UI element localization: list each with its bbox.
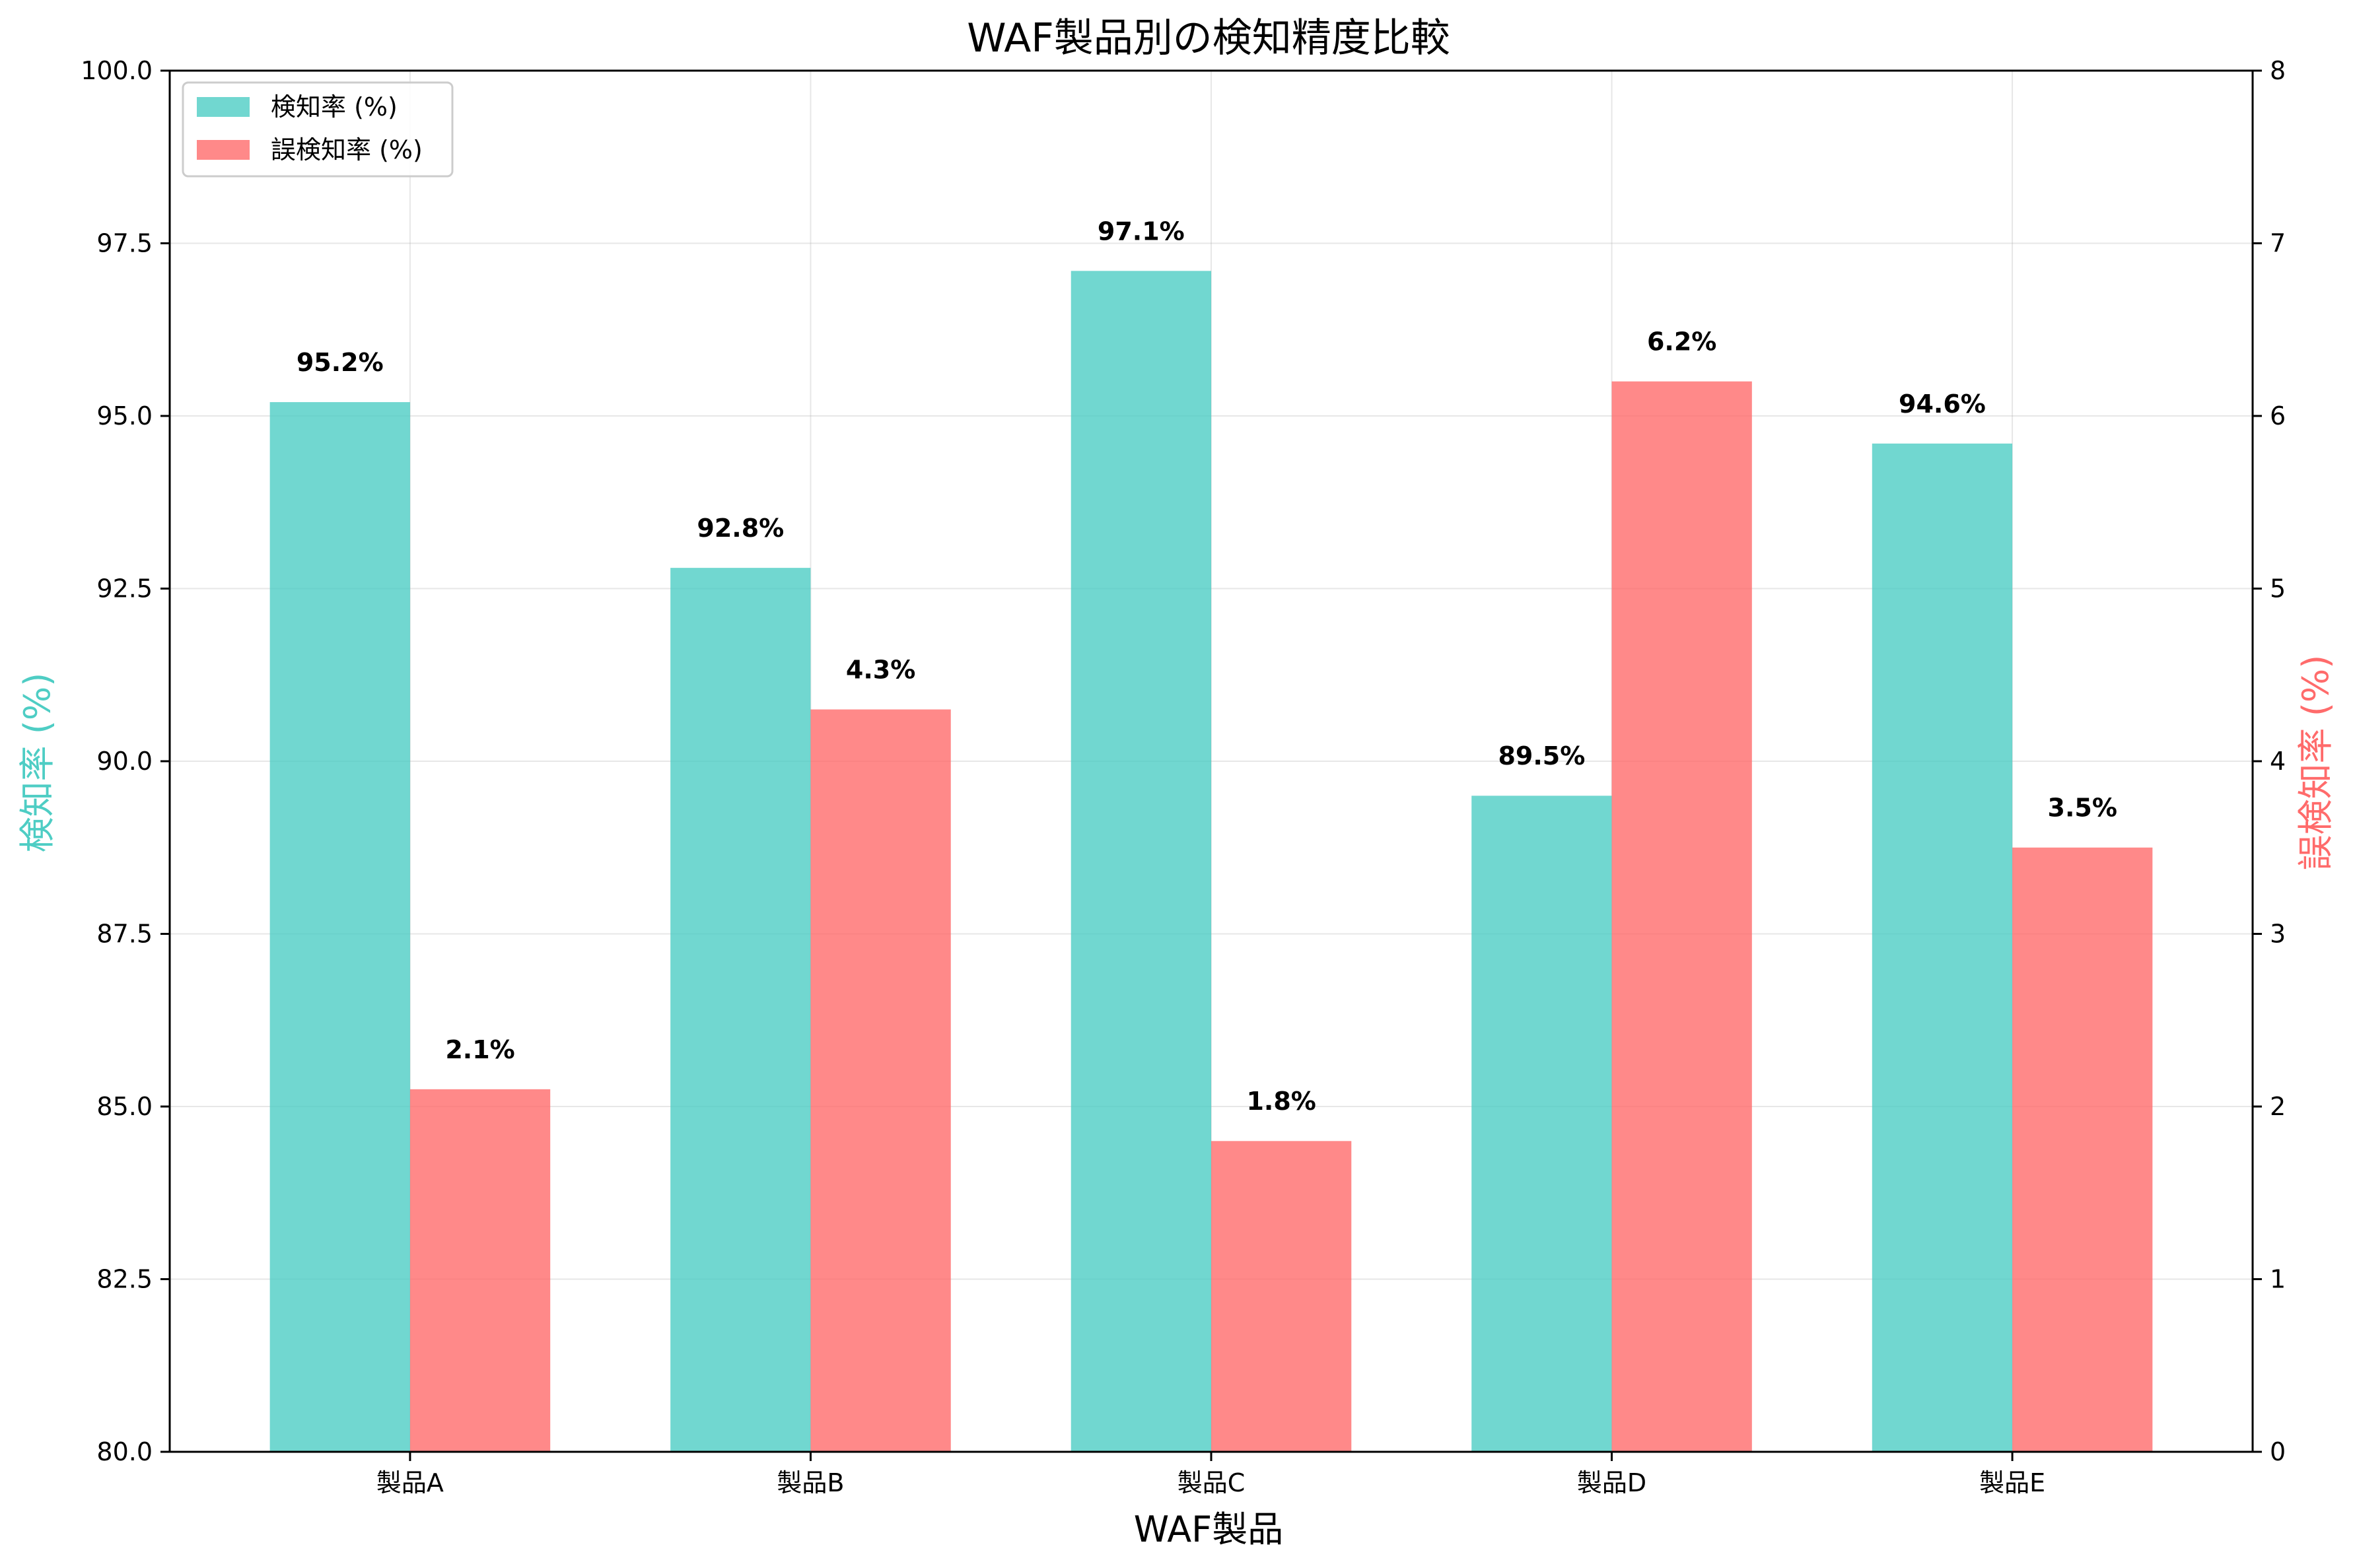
x-axis-title: WAF製品 bbox=[1134, 1509, 1283, 1550]
data-label-false-positive-rate: 2.1% bbox=[445, 1035, 514, 1064]
legend-swatch-detection-rate bbox=[197, 97, 250, 117]
legend-label-detection-rate: 検知率 (%) bbox=[271, 92, 398, 121]
data-label-detection-rate: 92.8% bbox=[697, 514, 784, 543]
y-tick-label-left: 95.0 bbox=[96, 401, 153, 430]
x-tick-label: 製品B bbox=[777, 1468, 844, 1497]
chart-title: WAF製品別の検知精度比較 bbox=[967, 15, 1450, 61]
bar-detection-rate bbox=[1071, 271, 1211, 1452]
y-tick-label-left: 85.0 bbox=[96, 1092, 153, 1121]
y-tick-label-left: 100.0 bbox=[81, 56, 153, 85]
bar-false-positive-rate bbox=[1211, 1141, 1352, 1452]
bars bbox=[269, 271, 2153, 1452]
data-label-false-positive-rate: 3.5% bbox=[2048, 794, 2117, 823]
y-tick-label-left: 92.5 bbox=[96, 574, 153, 603]
y-tick-label-right: 7 bbox=[2270, 229, 2286, 258]
y-tick-label-left: 97.5 bbox=[96, 229, 153, 258]
bar-detection-rate bbox=[1471, 796, 1612, 1452]
data-label-false-positive-rate: 6.2% bbox=[1647, 327, 1716, 357]
bar-detection-rate bbox=[1872, 443, 2013, 1452]
y-tick-label-right: 6 bbox=[2270, 401, 2286, 430]
y-tick-label-right: 8 bbox=[2270, 56, 2286, 85]
y-tick-label-right: 4 bbox=[2270, 747, 2286, 776]
data-label-detection-rate: 94.6% bbox=[1899, 390, 1986, 419]
y-tick-label-right: 1 bbox=[2270, 1265, 2286, 1294]
bar-false-positive-rate bbox=[409, 1089, 551, 1452]
data-label-detection-rate: 89.5% bbox=[1498, 741, 1585, 770]
y-tick-label-right: 0 bbox=[2270, 1437, 2286, 1466]
data-labels: 95.2% 92.8% 97.1% 89.5% 94.6% 2.1% 4.3% 1.8% 6.2… bbox=[297, 217, 2117, 1116]
data-label-detection-rate: 97.1% bbox=[1098, 217, 1185, 246]
bar-false-positive-rate bbox=[1611, 381, 1752, 1452]
y-tick-label-right: 2 bbox=[2270, 1092, 2286, 1121]
y-tick-label-left: 90.0 bbox=[96, 747, 153, 776]
legend: 検知率 (%) 誤検知率 (%) bbox=[182, 81, 454, 178]
y-tick-label-left: 87.5 bbox=[96, 920, 153, 949]
legend-label-false-positive-rate: 誤検知率 (%) bbox=[271, 135, 423, 164]
x-tick-label: 製品D bbox=[1577, 1468, 1646, 1497]
y-tick-label-left: 82.5 bbox=[96, 1265, 153, 1294]
y-axis-title-left: 検知率 (%) bbox=[17, 673, 58, 853]
x-tick-label: 製品A bbox=[376, 1468, 444, 1497]
legend-swatch-false-positive-rate bbox=[197, 140, 250, 160]
y-tick-label-left: 80.0 bbox=[96, 1437, 153, 1466]
bar-detection-rate bbox=[269, 402, 410, 1452]
y-tick-label-right: 3 bbox=[2270, 920, 2286, 949]
x-tick-label: 製品C bbox=[1178, 1468, 1246, 1497]
data-label-detection-rate: 95.2% bbox=[297, 348, 384, 377]
data-label-false-positive-rate: 1.8% bbox=[1246, 1087, 1316, 1116]
data-label-false-positive-rate: 4.3% bbox=[846, 655, 915, 684]
bar-detection-rate bbox=[670, 568, 811, 1452]
x-tick-label: 製品E bbox=[1979, 1468, 2045, 1497]
y-tick-label-right: 5 bbox=[2270, 574, 2286, 603]
bar-false-positive-rate bbox=[2012, 847, 2153, 1452]
axes: 80.0 82.5 85.0 87.5 90.0 92.5 95.0 97.5 100.0 0 1 2… bbox=[81, 56, 2286, 1497]
y-axis-title-right: 誤検知率 (%) bbox=[2295, 655, 2337, 871]
bar-false-positive-rate bbox=[810, 709, 951, 1452]
legend-box bbox=[182, 81, 454, 178]
